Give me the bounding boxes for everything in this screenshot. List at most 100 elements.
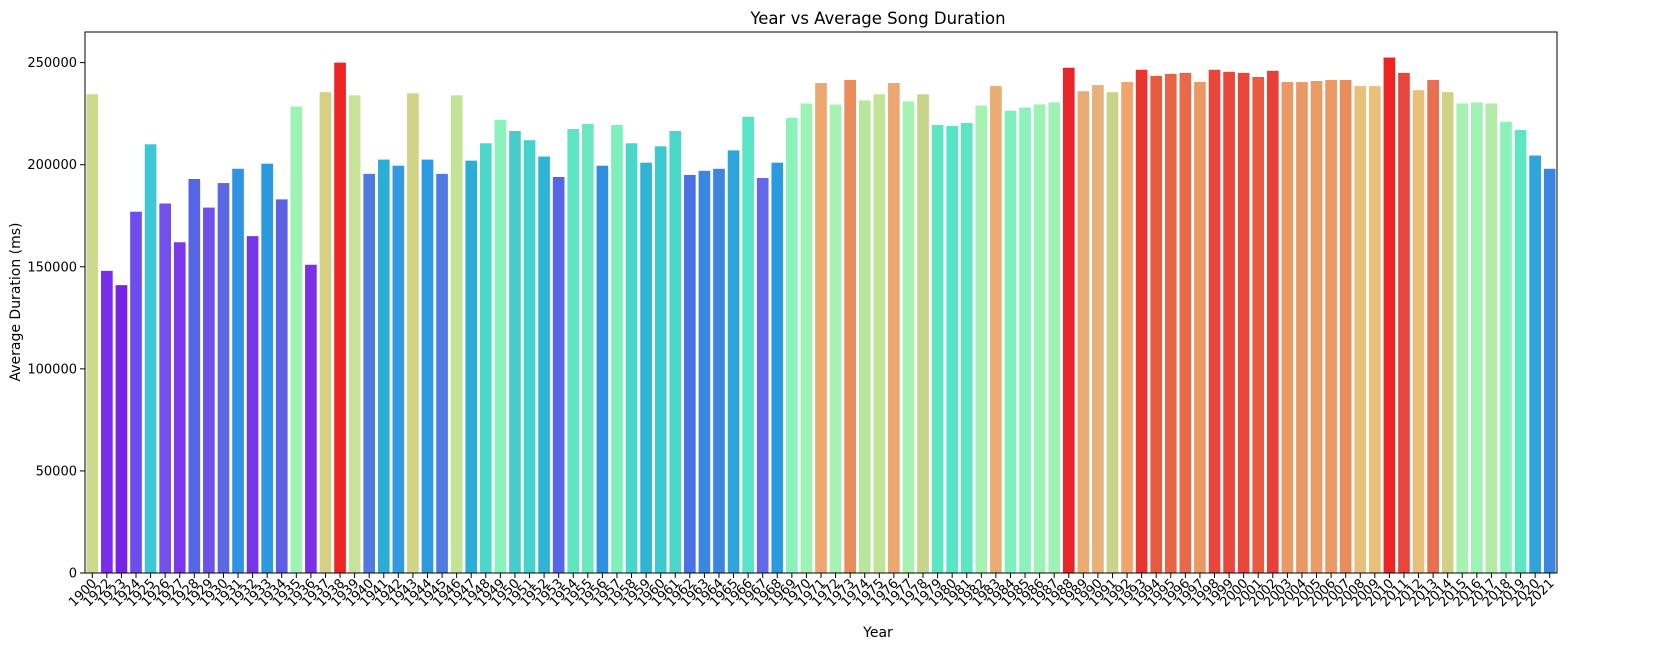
y-tick-label: 150000 [27, 260, 77, 275]
bar-1987 [1048, 102, 1061, 574]
bar-1966 [742, 116, 754, 573]
bar-2008 [1354, 86, 1367, 573]
bar-1922 [101, 270, 113, 573]
bar-1990 [1092, 85, 1104, 573]
bar-2010 [1383, 57, 1396, 573]
bar-2018 [1500, 121, 1512, 573]
bar-1957 [611, 124, 623, 573]
x-axis: 1900192219231924192519261927192819291930… [66, 573, 1558, 610]
bar-1967 [756, 177, 769, 573]
bar-2007 [1339, 79, 1352, 573]
bar-2015 [1456, 103, 1469, 573]
bar-1937 [319, 92, 332, 573]
bar-1936 [305, 264, 317, 573]
bar-1952 [538, 156, 550, 573]
bar-1971 [815, 83, 827, 573]
bar-1997 [1194, 82, 1206, 574]
bar-2006 [1325, 79, 1337, 573]
y-axis-label: Average Duration (ms) [8, 222, 24, 381]
bar-1961 [669, 131, 682, 573]
bar-1995 [1164, 73, 1177, 573]
bar-1985 [1019, 107, 1031, 573]
bar-1959 [640, 162, 652, 573]
bar-1973 [844, 79, 856, 573]
bar-1924 [130, 211, 142, 573]
bar-1947 [465, 160, 478, 573]
y-tick-label: 100000 [27, 362, 77, 377]
bar-1977 [902, 101, 915, 573]
x-axis-label: Year [862, 625, 893, 641]
y-tick-label: 250000 [27, 56, 77, 71]
bar-2004 [1296, 82, 1308, 574]
bar-1938 [334, 62, 346, 574]
bars-group [86, 57, 1556, 574]
bar-1980 [946, 125, 958, 573]
bar-2013 [1427, 79, 1439, 573]
bar-1993 [1135, 69, 1148, 574]
bar-1983 [990, 86, 1002, 573]
bar-1978 [917, 94, 929, 574]
bar-1992 [1121, 82, 1133, 574]
bar-1984 [1004, 110, 1017, 573]
bar-1960 [654, 146, 667, 573]
bar-1994 [1150, 75, 1163, 573]
bar-1931 [232, 168, 244, 573]
bar-1934 [275, 199, 288, 573]
plot-frame [84, 31, 1558, 574]
bar-1988 [1062, 67, 1075, 573]
bar-2009 [1368, 86, 1381, 573]
bar-1948 [479, 143, 492, 573]
bar-1949 [494, 119, 507, 573]
bar-2000 [1237, 72, 1250, 573]
bar-1976 [888, 83, 900, 573]
bar-2002 [1266, 70, 1279, 573]
bar-2021 [1543, 168, 1556, 573]
bar-2005 [1310, 81, 1323, 573]
bar-1968 [771, 162, 784, 573]
bar-1998 [1208, 69, 1221, 574]
y-tick-label: 50000 [36, 464, 77, 479]
bar-1941 [377, 159, 390, 573]
bar-2011 [1398, 72, 1410, 573]
bar-1955 [581, 123, 594, 574]
y-tick-label: 200000 [27, 158, 77, 173]
bar-1933 [261, 163, 274, 573]
y-axis: 0 50000 100000 150000 200000 250000 [27, 56, 85, 582]
bar-2020 [1529, 155, 1541, 573]
bar-2012 [1412, 90, 1425, 574]
bar-1958 [625, 143, 638, 573]
bar-1975 [873, 94, 886, 574]
bar-1999 [1223, 71, 1235, 573]
bar-1970 [800, 103, 813, 573]
bar-2019 [1514, 129, 1527, 574]
y-tick-label: 0 [69, 567, 77, 582]
bar-1930 [217, 183, 230, 573]
bar-1963 [698, 170, 711, 573]
bar-1986 [1033, 104, 1046, 573]
bar-1932 [246, 236, 259, 573]
bar-1989 [1077, 91, 1090, 573]
bar-1996 [1179, 72, 1192, 573]
bar-1979 [931, 124, 944, 573]
bar-1950 [509, 131, 521, 573]
bar-1945 [436, 173, 448, 573]
chart-title: Year vs Average Song Duration [749, 9, 1005, 28]
bar-2014 [1441, 92, 1454, 573]
bar-1900 [86, 94, 99, 574]
bar-1923 [115, 285, 128, 573]
bar-1954 [567, 128, 580, 573]
bar-1991 [1106, 92, 1119, 573]
bar-1943 [407, 93, 419, 573]
bar-1929 [203, 207, 215, 573]
bar-1940 [363, 173, 376, 573]
bar-1925 [144, 144, 157, 573]
bar-1969 [786, 117, 798, 574]
bar-1962 [684, 174, 696, 573]
bar-1927 [173, 242, 186, 573]
bar-1981 [960, 122, 973, 573]
bar-1946 [450, 95, 463, 573]
bar-1953 [552, 176, 565, 573]
bar-1935 [290, 106, 303, 574]
bar-1939 [348, 95, 361, 573]
